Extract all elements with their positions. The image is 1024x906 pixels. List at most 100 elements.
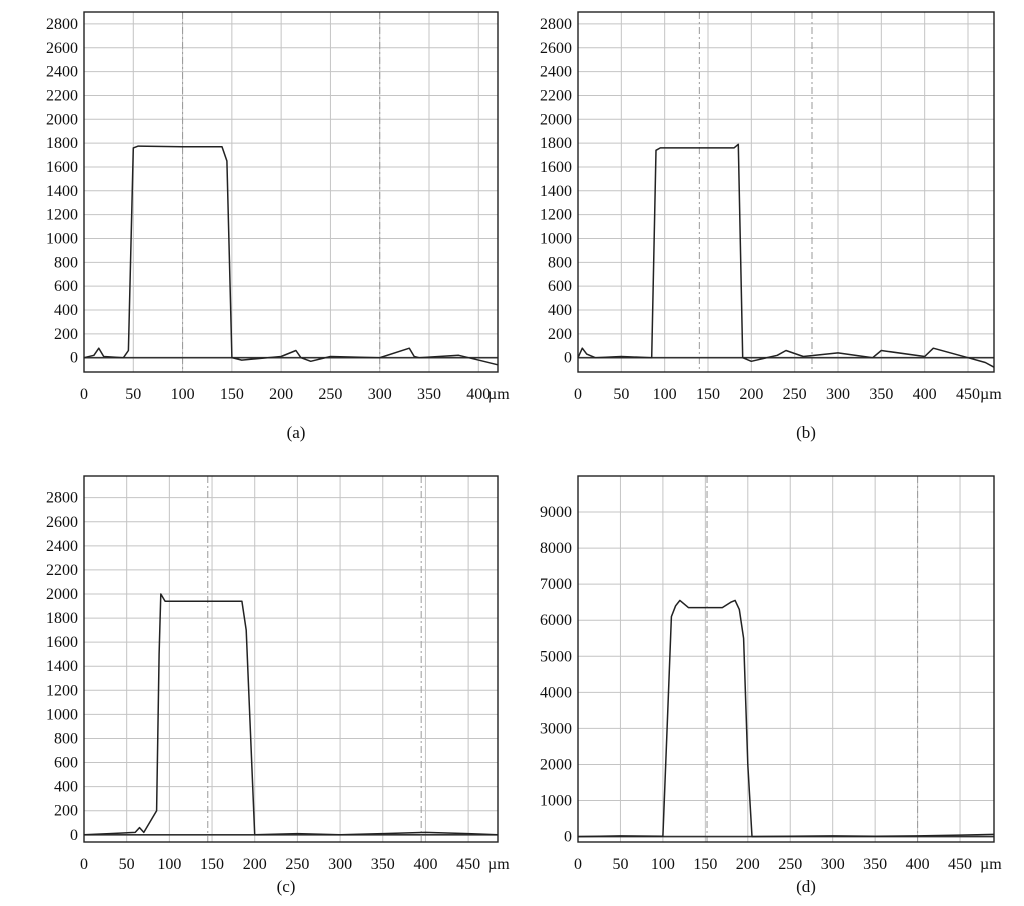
x-tick-label: 0 bbox=[574, 386, 582, 403]
y-tick-label: 4000 bbox=[540, 684, 572, 701]
profile-trace-line bbox=[83, 593, 499, 836]
x-tick-label: 450 bbox=[948, 856, 972, 873]
y-tick-label: 1200 bbox=[46, 682, 78, 699]
y-tick-label: 1000 bbox=[540, 230, 572, 247]
profile-trace-line bbox=[83, 145, 499, 366]
panel-caption: (b) bbox=[796, 423, 816, 442]
x-tick-label: 50 bbox=[612, 856, 628, 873]
y-tick-label: 400 bbox=[54, 302, 78, 319]
y-tick-label: 3000 bbox=[540, 720, 572, 737]
y-tick-label: 0 bbox=[564, 829, 572, 846]
chart-panel-4: 0 1000 2000 3000 4000 5000 6000 7000 8000 9000 0 50… bbox=[540, 475, 1002, 896]
x-tick-label: 250 bbox=[318, 386, 342, 403]
y-tick-label: 2400 bbox=[46, 64, 78, 81]
y-tick-label: 6000 bbox=[540, 612, 572, 629]
x-tick-label: 0 bbox=[80, 386, 88, 403]
x-tick-label: 450 bbox=[456, 856, 480, 873]
y-tick-label: 2800 bbox=[46, 16, 78, 33]
chart-panel-2: 0200400600800100012001400160018002000220… bbox=[540, 11, 1002, 442]
y-tick-label: 2400 bbox=[46, 538, 78, 555]
x-tick-label: 250 bbox=[778, 856, 802, 873]
x-tick-label: 250 bbox=[783, 386, 807, 403]
y-tick-label: 0 bbox=[564, 350, 572, 367]
profile-trace-line bbox=[577, 599, 995, 838]
x-tick-label: 50 bbox=[613, 386, 629, 403]
y-tick-label: 2600 bbox=[46, 40, 78, 57]
x-tick-label: 450 bbox=[956, 386, 980, 403]
x-tick-label: 350 bbox=[863, 856, 887, 873]
plot-frame bbox=[83, 11, 499, 373]
x-tick-label: 100 bbox=[171, 386, 195, 403]
x-unit-label: µm bbox=[980, 386, 1002, 403]
x-tick-label: 300 bbox=[328, 856, 352, 873]
y-tick-label: 400 bbox=[54, 779, 78, 796]
y-tick-label: 1800 bbox=[540, 135, 572, 152]
y-tick-label: 800 bbox=[54, 730, 78, 747]
x-tick-label: 200 bbox=[736, 856, 760, 873]
y-tick-label: 200 bbox=[54, 803, 78, 820]
x-tick-label: 50 bbox=[125, 386, 141, 403]
x-tick-label: 200 bbox=[739, 386, 763, 403]
chart-panel-3: 0 200 400 600 800 1000 1200 1400 1600 1800 2000 220… bbox=[46, 475, 510, 896]
y-tick-label: 2600 bbox=[540, 40, 572, 57]
y-tick-label: 1400 bbox=[540, 183, 572, 200]
x-tick-label: 350 bbox=[869, 386, 893, 403]
x-tick-label: 300 bbox=[368, 386, 392, 403]
panel-caption: (c) bbox=[277, 877, 296, 896]
y-tick-label: 200 bbox=[54, 326, 78, 343]
y-tick-label: 600 bbox=[54, 278, 78, 295]
y-tick-label: 2000 bbox=[46, 586, 78, 603]
x-tick-label: 150 bbox=[696, 386, 720, 403]
x-tick-label: 200 bbox=[243, 856, 267, 873]
profile-trace-line bbox=[577, 143, 995, 368]
x-tick-label: 100 bbox=[651, 856, 675, 873]
chart-panel-1: 0200400600800100012001400160018002000220… bbox=[46, 11, 510, 442]
y-tick-label: 1600 bbox=[540, 159, 572, 176]
x-tick-label: 350 bbox=[371, 856, 395, 873]
y-tick-label: 200 bbox=[548, 326, 572, 343]
x-tick-label: 0 bbox=[574, 856, 582, 873]
y-tick-label: 1400 bbox=[46, 658, 78, 675]
y-tick-label: 1800 bbox=[46, 610, 78, 627]
y-tick-label: 1000 bbox=[540, 793, 572, 810]
plot-frame bbox=[577, 11, 995, 373]
y-tick-label: 2000 bbox=[540, 111, 572, 128]
x-tick-label: 300 bbox=[821, 856, 845, 873]
y-tick-label: 800 bbox=[548, 254, 572, 271]
y-tick-label: 800 bbox=[54, 254, 78, 271]
y-tick-label: 2200 bbox=[46, 562, 78, 579]
y-tick-label: 600 bbox=[54, 755, 78, 772]
y-tick-label: 1600 bbox=[46, 159, 78, 176]
y-tick-label: 7000 bbox=[540, 576, 572, 593]
x-unit-label: µm bbox=[980, 856, 1002, 873]
x-tick-label: 200 bbox=[269, 386, 293, 403]
x-tick-label: 0 bbox=[80, 856, 88, 873]
y-tick-label: 1200 bbox=[540, 207, 572, 224]
y-tick-label: 1400 bbox=[46, 183, 78, 200]
x-tick-label: 400 bbox=[466, 386, 490, 403]
x-tick-label: 150 bbox=[220, 386, 244, 403]
plot-frame bbox=[83, 475, 499, 843]
y-tick-label: 2800 bbox=[540, 16, 572, 33]
x-tick-label: 400 bbox=[906, 856, 930, 873]
y-tick-label: 0 bbox=[70, 350, 78, 367]
panel-caption: (a) bbox=[287, 423, 306, 442]
y-tick-label: 9000 bbox=[540, 504, 572, 521]
y-tick-label: 8000 bbox=[540, 540, 572, 557]
y-tick-label: 2800 bbox=[46, 490, 78, 507]
panel-caption: (d) bbox=[796, 877, 816, 896]
x-tick-label: 400 bbox=[913, 386, 937, 403]
x-tick-label: 300 bbox=[826, 386, 850, 403]
x-tick-label: 250 bbox=[285, 856, 309, 873]
x-tick-label: 50 bbox=[119, 856, 135, 873]
x-tick-label: 150 bbox=[200, 856, 224, 873]
y-tick-label: 400 bbox=[548, 302, 572, 319]
x-tick-label: 400 bbox=[413, 856, 437, 873]
y-tick-label: 1000 bbox=[46, 706, 78, 723]
y-tick-label: 2400 bbox=[540, 64, 572, 81]
x-unit-label: µm bbox=[488, 856, 510, 873]
x-tick-label: 350 bbox=[417, 386, 441, 403]
y-tick-label: 5000 bbox=[540, 648, 572, 665]
y-tick-label: 1600 bbox=[46, 634, 78, 651]
y-tick-label: 600 bbox=[548, 278, 572, 295]
